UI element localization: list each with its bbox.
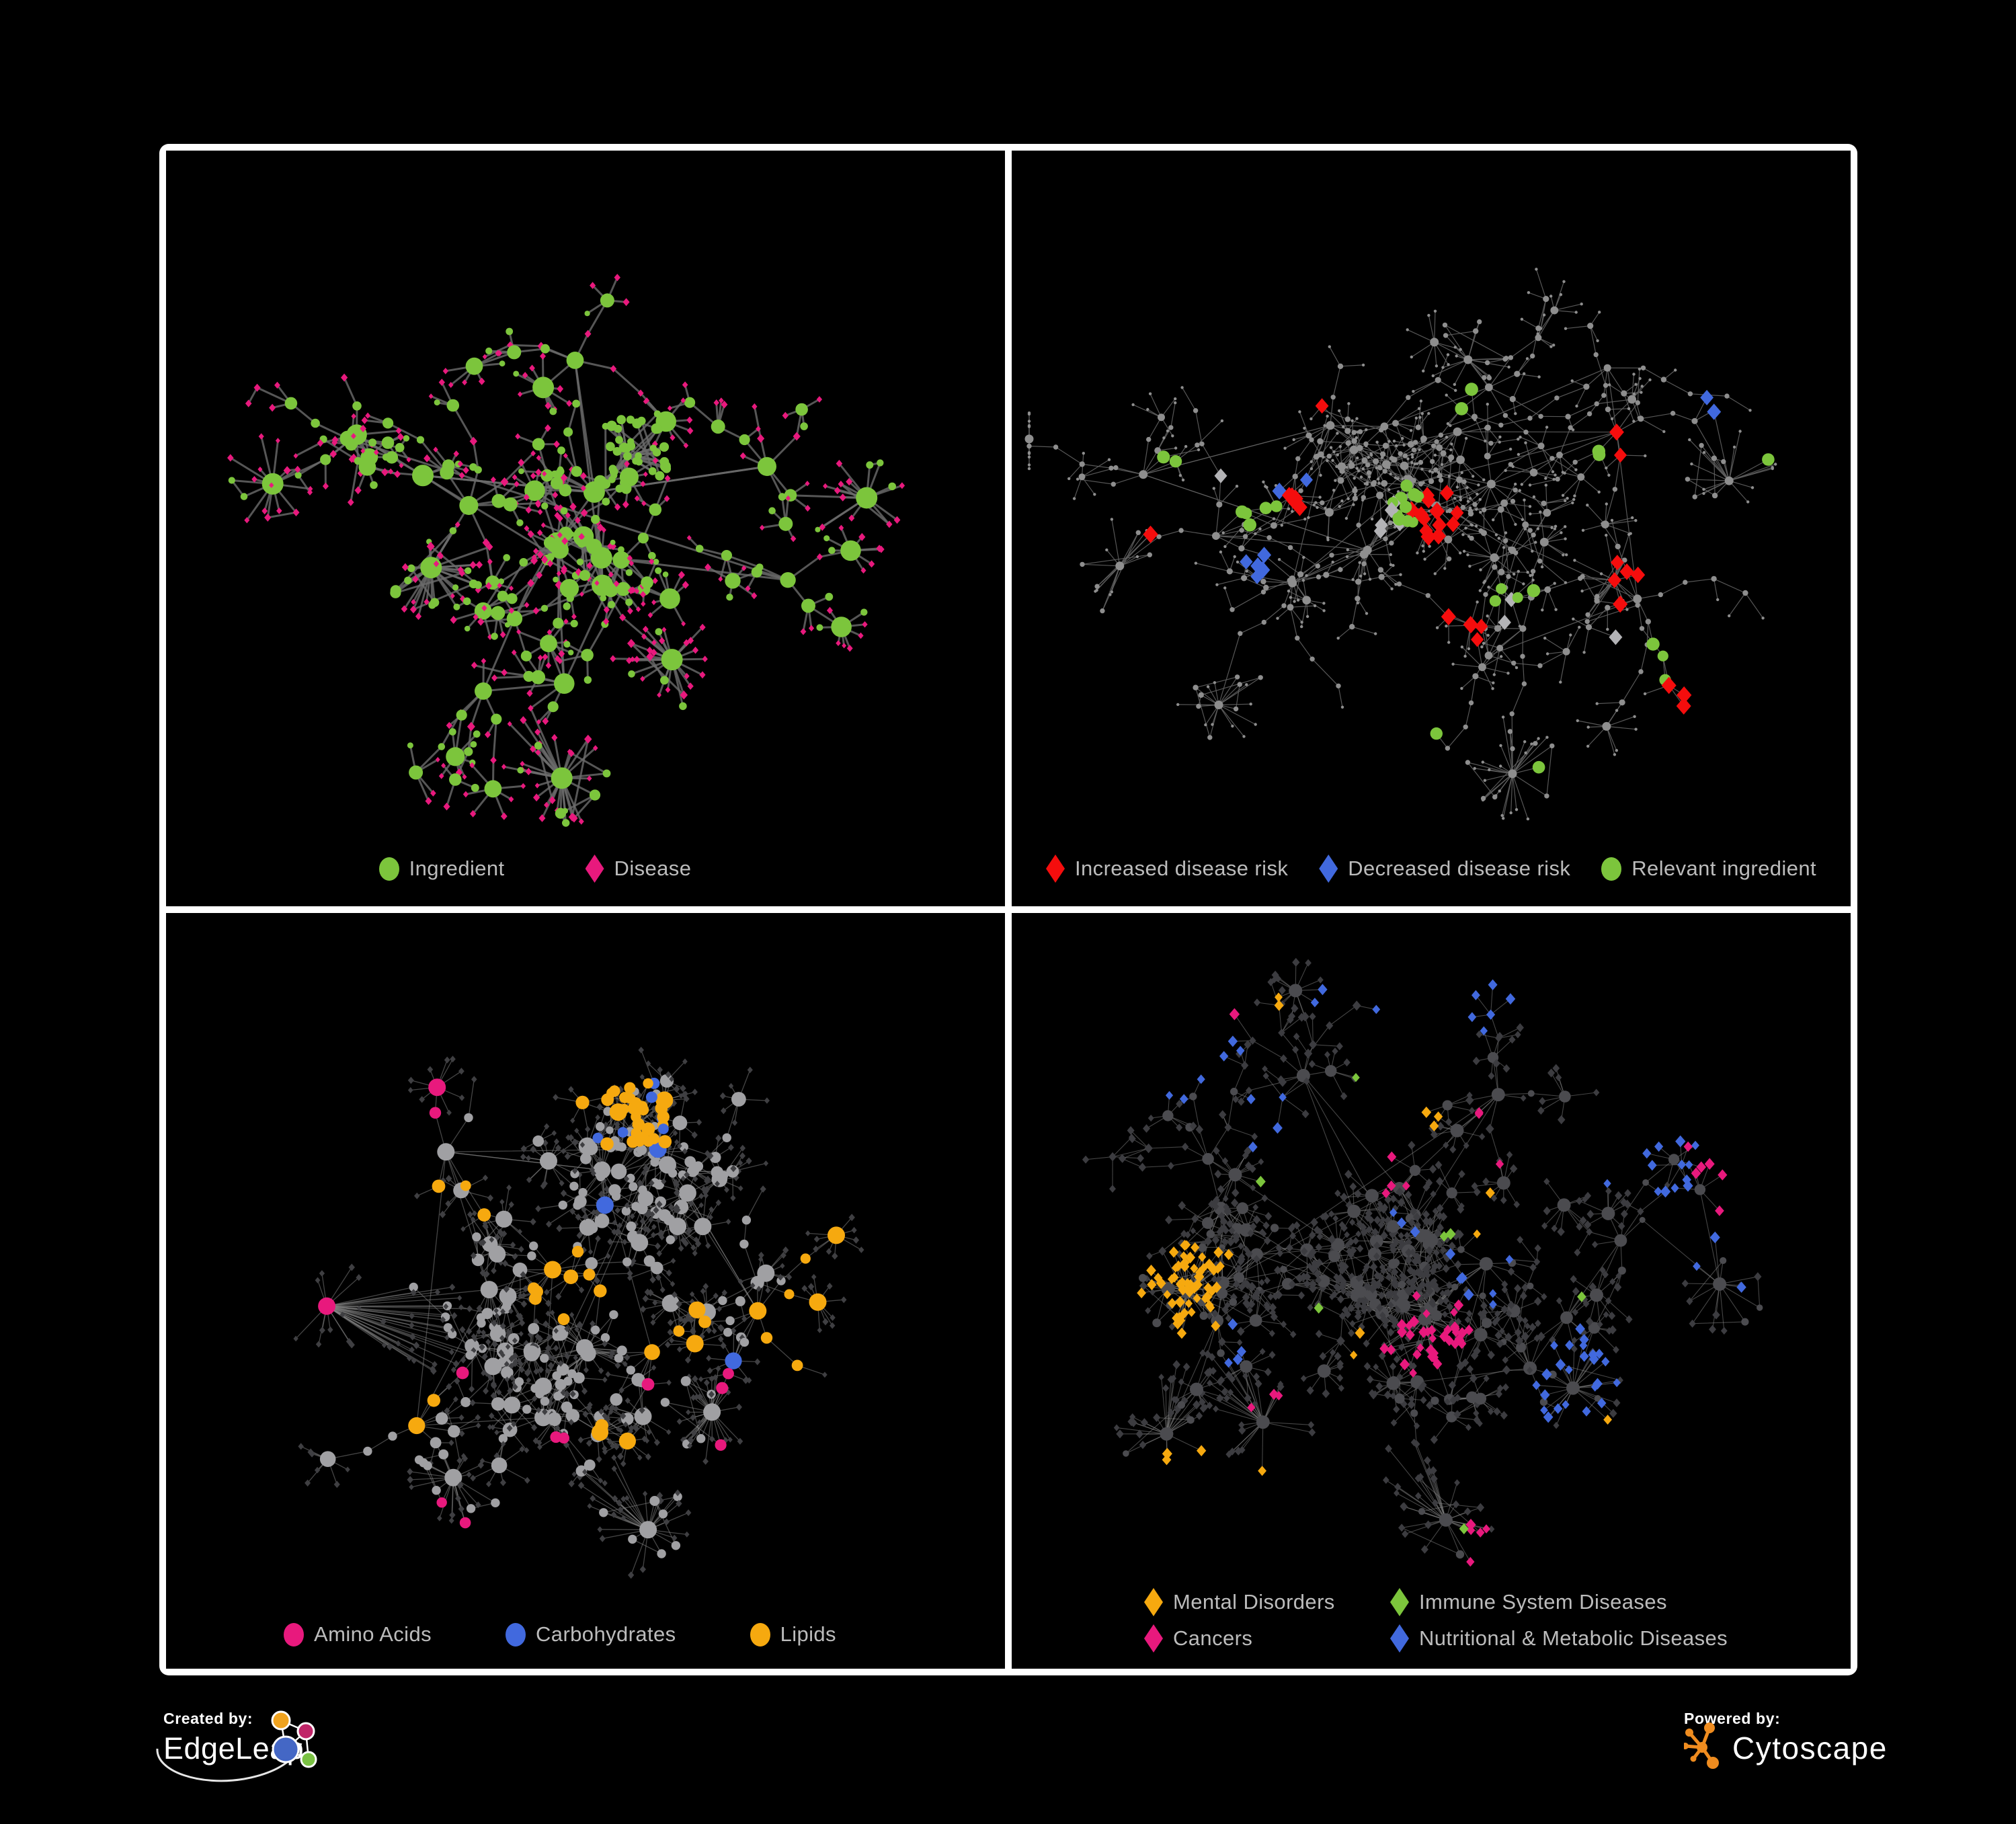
legend-item-amino-acids: Amino Acids bbox=[284, 1622, 432, 1647]
legend-item-relevant-ingredient: Relevant ingredient bbox=[1601, 857, 1816, 881]
mental-disorders-diamond-icon bbox=[1144, 1588, 1163, 1616]
network-graph-ingredient-disease bbox=[166, 151, 1005, 906]
edgeleap-logo bbox=[153, 1704, 328, 1798]
panel-disease-risk: Increased disease risk Decreased disease… bbox=[1012, 151, 1851, 906]
panels-frame: Ingredient Disease Increased disease ris… bbox=[159, 144, 1857, 1675]
panel-ingredient-disease: Ingredient Disease bbox=[166, 151, 1005, 906]
legend-item-cancers: Cancers bbox=[1144, 1624, 1390, 1653]
legend-label: Increased disease risk bbox=[1075, 857, 1288, 881]
legend-label: Cancers bbox=[1173, 1626, 1252, 1651]
cytoscape-wordmark: Cytoscape bbox=[1732, 1730, 1888, 1766]
legend-label: Lipids bbox=[780, 1622, 836, 1647]
legend-label: Decreased disease risk bbox=[1348, 857, 1570, 881]
legend-item-increased-risk: Increased disease risk bbox=[1046, 855, 1288, 883]
cytoscape-logo bbox=[1684, 1722, 1727, 1772]
legend-item-nutritional-metabolic-diseases: Nutritional & Metabolic Diseases bbox=[1390, 1624, 1728, 1653]
legend-item-lipids: Lipids bbox=[750, 1622, 836, 1647]
edgeleap-credit: Created by: EdgeLeap bbox=[163, 1710, 499, 1824]
legend-ingredient-disease: Ingredient Disease bbox=[166, 855, 955, 883]
carbohydrates-circle-icon bbox=[506, 1623, 526, 1647]
legend-item-disease: Disease bbox=[586, 855, 692, 883]
legend-item-mental-disorders: Mental Disorders bbox=[1144, 1588, 1390, 1616]
cytoscape-logo-node bbox=[1704, 1722, 1715, 1733]
legend-label: Amino Acids bbox=[314, 1622, 432, 1647]
ingredient-circle-icon bbox=[379, 857, 399, 881]
network-graph-ingredient-classes bbox=[166, 913, 1005, 1669]
nutritional-metabolic-diseases-diamond-icon bbox=[1390, 1624, 1409, 1653]
immune-system-diseases-diamond-icon bbox=[1390, 1588, 1409, 1616]
legend-label: Mental Disorders bbox=[1173, 1590, 1335, 1614]
legend-label: Immune System Diseases bbox=[1419, 1590, 1667, 1614]
increased-risk-diamond-icon bbox=[1046, 855, 1065, 883]
legend-item-decreased-risk: Decreased disease risk bbox=[1319, 855, 1570, 883]
legend-item-ingredient: Ingredient bbox=[379, 857, 505, 881]
cytoscape-logo-node bbox=[1685, 1729, 1693, 1737]
legend-item-immune-system-diseases: Immune System Diseases bbox=[1390, 1588, 1728, 1616]
legend-label: Carbohydrates bbox=[536, 1622, 676, 1647]
legend-item-carbohydrates: Carbohydrates bbox=[506, 1622, 676, 1647]
legend-label: Disease bbox=[614, 857, 692, 881]
cancers-diamond-icon bbox=[1144, 1624, 1163, 1653]
relevant-ingredient-circle-icon bbox=[1601, 857, 1621, 881]
amino-acids-circle-icon bbox=[284, 1623, 304, 1647]
disease-diamond-icon bbox=[586, 855, 604, 883]
lipids-circle-icon bbox=[750, 1623, 770, 1647]
panel-disease-classes: Mental Disorders Immune System Diseases … bbox=[1012, 913, 1851, 1669]
decreased-risk-diamond-icon bbox=[1319, 855, 1338, 883]
legend-ingredient-classes: Amino Acids Carbohydrates Lipids bbox=[166, 1622, 979, 1647]
cytoscape-logo-node bbox=[1707, 1757, 1719, 1769]
cytoscape-logo-node bbox=[1697, 1742, 1707, 1753]
cytoscape-logo-node bbox=[1691, 1756, 1697, 1762]
edgeleap-logo-node-green bbox=[301, 1752, 316, 1767]
legend-label: Ingredient bbox=[409, 857, 505, 881]
panel-ingredient-classes: Amino Acids Carbohydrates Lipids bbox=[166, 913, 1005, 1669]
legend-label: Relevant ingredient bbox=[1631, 857, 1816, 881]
network-graph-disease-risk bbox=[1012, 151, 1851, 906]
legend-disease-risk: Increased disease risk Decreased disease… bbox=[1012, 855, 1851, 883]
legend-label: Nutritional & Metabolic Diseases bbox=[1419, 1626, 1728, 1651]
edgeleap-logo-node-blue bbox=[273, 1737, 298, 1762]
edgeleap-logo-node-orange bbox=[272, 1712, 290, 1729]
edgeleap-logo-node-magenta bbox=[298, 1723, 314, 1739]
cytoscape-logo-node bbox=[1684, 1743, 1689, 1749]
legend-disease-classes: Mental Disorders Immune System Diseases … bbox=[1144, 1588, 1728, 1653]
cytoscape-credit: Powered by: Cytoscape bbox=[1684, 1710, 2000, 1811]
network-graph-disease-classes bbox=[1012, 913, 1851, 1669]
